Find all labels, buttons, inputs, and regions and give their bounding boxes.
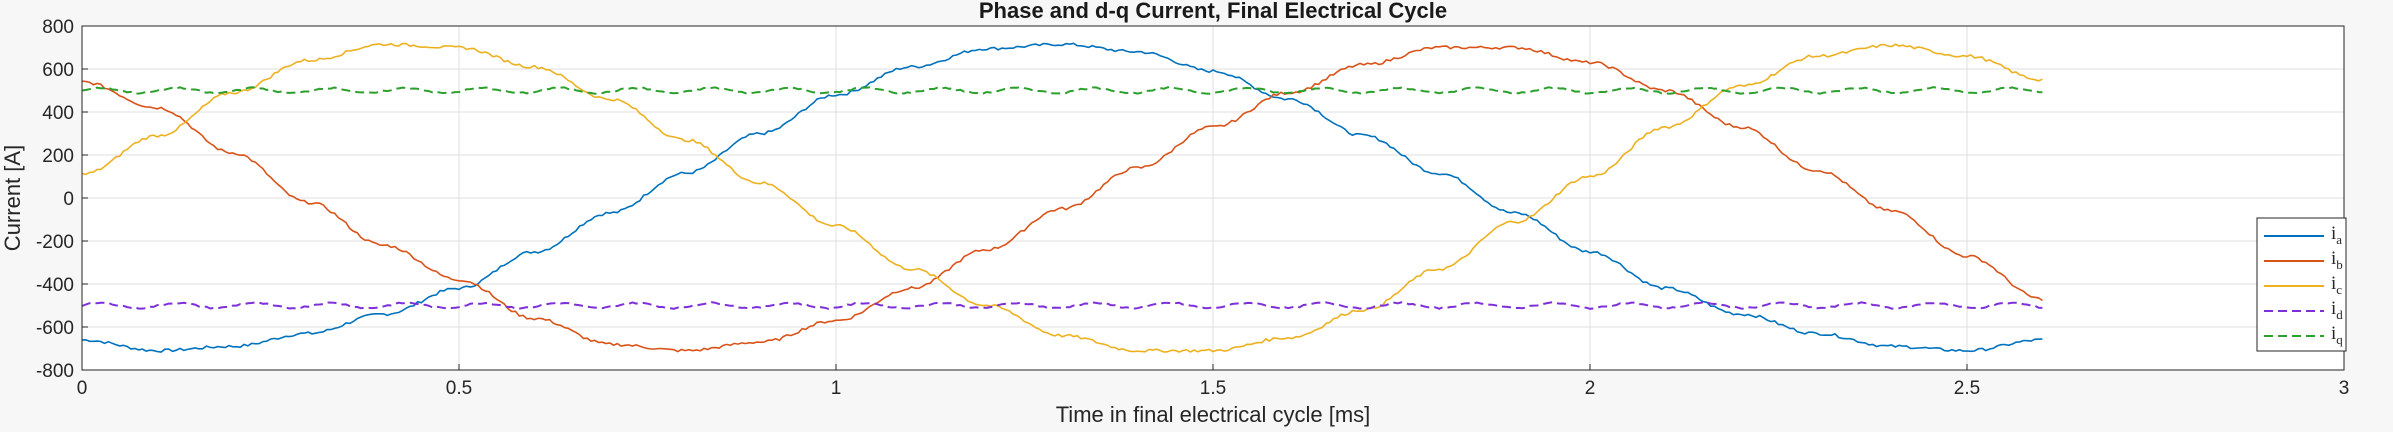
legend-label-id: id [2331, 298, 2343, 322]
y-axis-label: Current [A] [0, 145, 25, 251]
y-tick-label: 800 [42, 17, 74, 38]
x-tick-label: 0 [77, 378, 88, 399]
x-tick-label: 1 [831, 378, 842, 399]
y-tick-label: -400 [36, 275, 74, 296]
y-tick-label: 600 [42, 60, 74, 81]
y-tick-label: 400 [42, 103, 74, 124]
y-tick-label: -600 [36, 318, 74, 339]
x-tick-label: 3 [2339, 378, 2350, 399]
y-tick-label: -800 [36, 361, 74, 382]
x-axis-label: Time in final electrical cycle [ms] [1056, 402, 1371, 427]
legend-label-ia: ia [2331, 223, 2342, 247]
x-tick-label: 1.5 [1200, 378, 1226, 399]
y-tick-label: 200 [42, 146, 74, 167]
chart-title: Phase and d-q Current, Final Electrical … [979, 0, 1447, 23]
legend-label-ic: ic [2331, 273, 2342, 297]
y-ticks: -800 -600 -400 -200 0 200 400 600 800 [36, 17, 88, 382]
legend-box [2256, 217, 2347, 352]
y-tick-label: 0 [63, 189, 74, 210]
x-tick-label: 2.5 [1954, 378, 1980, 399]
series-line-ia [81, 42, 2043, 353]
series-line-ib [81, 45, 2043, 353]
series-line-iq [81, 86, 2043, 95]
x-ticks: 0 0.5 1 1.5 2 2.5 3 [77, 364, 2350, 399]
series-line-id [81, 301, 2043, 310]
y-tick-label: -200 [36, 232, 74, 253]
legend-label-iq: iq [2331, 323, 2343, 347]
series-lines [81, 42, 2043, 353]
x-tick-label: 0.5 [446, 378, 472, 399]
legend-label-ib: ib [2331, 248, 2343, 272]
x-tick-label: 2 [1585, 378, 1596, 399]
series-line-ic [81, 42, 2043, 353]
